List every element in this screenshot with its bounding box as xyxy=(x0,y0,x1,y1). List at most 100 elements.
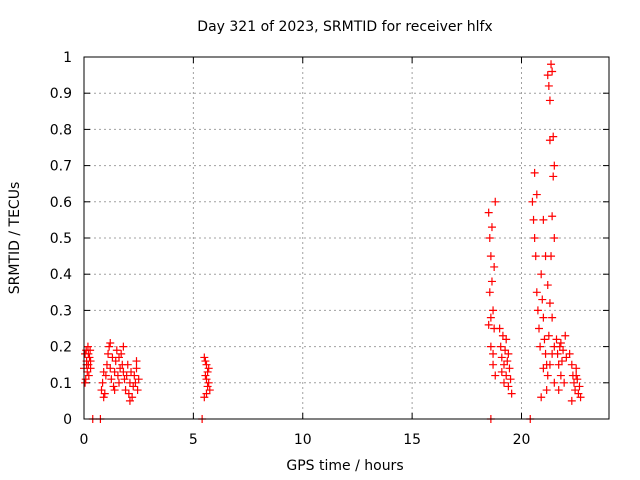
data-point xyxy=(544,81,553,90)
data-point xyxy=(100,389,109,398)
y-tick-label: 0.9 xyxy=(50,86,72,102)
data-point xyxy=(85,353,94,362)
y-tick-label: 0 xyxy=(63,412,72,428)
data-point xyxy=(121,386,130,395)
data-point xyxy=(204,364,213,373)
y-tick-label: 0.7 xyxy=(50,159,72,175)
data-point xyxy=(99,367,108,376)
data-point xyxy=(99,393,108,402)
data-point xyxy=(83,342,92,351)
data-point xyxy=(200,393,209,402)
data-point xyxy=(547,60,556,69)
data-point xyxy=(539,313,548,322)
data-point xyxy=(503,357,512,366)
data-point xyxy=(120,375,129,384)
data-point xyxy=(109,382,118,391)
data-point xyxy=(202,375,211,384)
data-point xyxy=(554,360,563,369)
data-point xyxy=(106,364,115,373)
data-point xyxy=(543,71,552,80)
data-point xyxy=(119,342,128,351)
data-point xyxy=(530,168,539,177)
data-point xyxy=(84,349,93,358)
data-point xyxy=(537,270,546,279)
data-point xyxy=(117,349,126,358)
data-point xyxy=(532,190,541,199)
data-point xyxy=(559,346,568,355)
data-point xyxy=(550,234,559,242)
data-point xyxy=(119,367,128,376)
data-point xyxy=(132,357,141,366)
axis-ticks: 00.10.20.30.40.50.60.70.80.910 5 10 15 20 xyxy=(50,50,609,448)
data-point xyxy=(539,364,548,373)
data-point xyxy=(123,360,132,369)
y-tick-label: 0.6 xyxy=(50,195,72,211)
data-point xyxy=(131,378,140,387)
y-tick-label: 0.3 xyxy=(50,303,72,319)
data-point xyxy=(205,386,214,395)
data-point xyxy=(553,349,562,358)
data-point xyxy=(101,371,110,380)
data-point xyxy=(204,378,213,387)
data-point xyxy=(575,382,584,391)
data-point xyxy=(115,378,123,387)
data-point xyxy=(125,396,134,405)
y-tick-label: 0.4 xyxy=(50,267,72,283)
data-point xyxy=(505,364,514,373)
data-point xyxy=(134,375,143,384)
data-point xyxy=(506,375,515,384)
y-tick-label: 0.5 xyxy=(50,231,72,247)
data-point xyxy=(545,299,554,308)
data-point xyxy=(507,389,516,398)
data-point xyxy=(542,386,551,395)
data-point xyxy=(504,349,513,358)
data-point xyxy=(502,335,511,344)
data-point xyxy=(122,371,131,380)
data-point xyxy=(573,375,582,384)
data-point xyxy=(502,371,511,380)
data-point xyxy=(536,342,545,351)
grid xyxy=(84,57,609,419)
data-point xyxy=(104,349,113,358)
x-axis-label: GPS time / hours xyxy=(286,458,403,474)
data-point xyxy=(528,197,537,206)
data-point xyxy=(535,324,543,333)
data-point xyxy=(202,360,211,369)
x-tick-label: 10 xyxy=(294,432,312,448)
data-point xyxy=(485,234,494,242)
data-point xyxy=(86,346,95,355)
data-point xyxy=(504,382,513,391)
data-point xyxy=(484,320,493,329)
data-point xyxy=(561,331,570,340)
data-point xyxy=(557,357,566,366)
data-point xyxy=(105,342,114,351)
data-point xyxy=(556,338,565,347)
y-axis-label: SRMTID / TECUs xyxy=(7,182,23,295)
data-point xyxy=(545,360,554,369)
data-point xyxy=(106,338,115,347)
y-tick-label: 0.1 xyxy=(50,376,72,392)
data-point xyxy=(565,349,574,358)
data-point xyxy=(110,386,119,395)
data-point xyxy=(549,172,558,181)
data-point xyxy=(113,371,122,380)
data-point xyxy=(86,364,95,373)
data-point xyxy=(132,364,141,373)
data-point xyxy=(487,277,496,286)
data-point xyxy=(83,367,92,376)
data-point xyxy=(201,371,210,380)
data-point xyxy=(554,386,563,395)
data-point xyxy=(547,252,556,261)
data-point xyxy=(486,313,495,322)
data-point xyxy=(130,371,139,380)
data-point xyxy=(487,223,496,232)
data-point xyxy=(576,393,585,402)
data-point xyxy=(572,371,581,380)
y-tick-label: 0.2 xyxy=(50,340,72,356)
data-point xyxy=(202,389,211,398)
data-point xyxy=(200,353,209,362)
data-point xyxy=(124,389,133,398)
data-point xyxy=(84,371,93,380)
data-point xyxy=(489,306,498,315)
